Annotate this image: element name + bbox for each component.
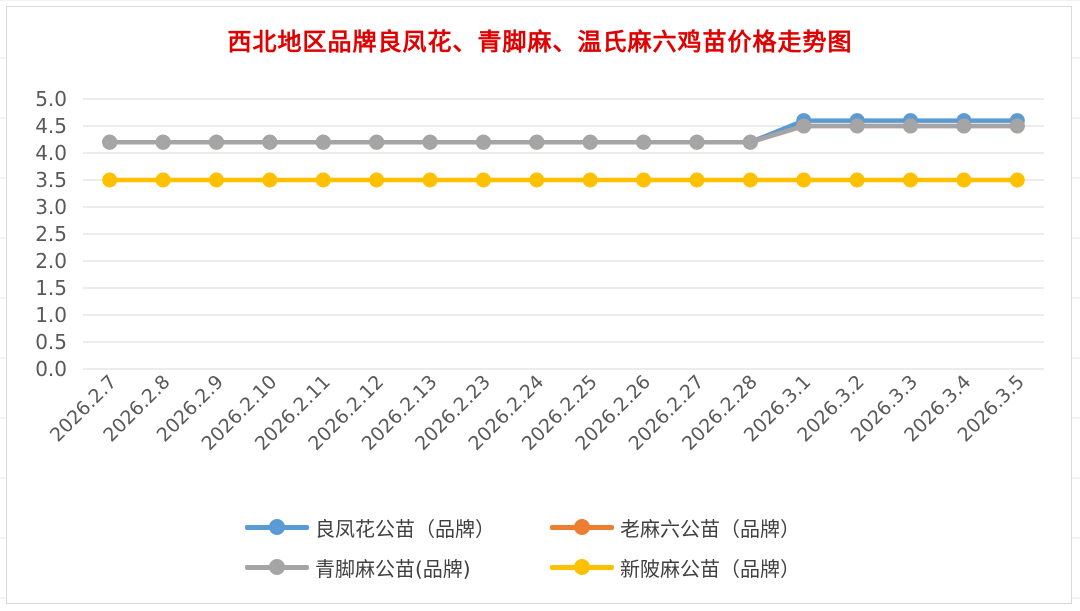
y-tick-label: 0.0 bbox=[35, 357, 67, 381]
series-line bbox=[107, 123, 1020, 145]
y-tick-label: 3.5 bbox=[35, 168, 67, 192]
y-tick-label: 4.0 bbox=[35, 141, 67, 165]
data-point bbox=[102, 172, 118, 188]
data-point bbox=[529, 172, 545, 188]
data-point bbox=[475, 134, 491, 150]
y-tick-label: 2.0 bbox=[35, 249, 67, 273]
data-point bbox=[742, 172, 758, 188]
y-tick-label: 4.5 bbox=[35, 114, 67, 138]
data-point bbox=[155, 134, 171, 150]
data-point bbox=[102, 134, 118, 150]
data-point bbox=[262, 134, 278, 150]
y-tick-label: 5.0 bbox=[35, 87, 67, 111]
data-point bbox=[369, 172, 385, 188]
data-point bbox=[636, 172, 652, 188]
data-point bbox=[422, 172, 438, 188]
series-line bbox=[107, 123, 1020, 145]
data-point bbox=[315, 172, 331, 188]
series-1 bbox=[102, 118, 1025, 150]
data-point bbox=[956, 172, 972, 188]
data-point bbox=[689, 134, 705, 150]
data-point bbox=[422, 134, 438, 150]
data-point bbox=[208, 134, 224, 150]
y-tick-label: 0.5 bbox=[35, 330, 67, 354]
chart-title: 西北地区品牌良凤花、青脚麻、温氏麻六鸡苗价格走势图 bbox=[227, 27, 853, 56]
data-point bbox=[1009, 118, 1025, 134]
data-point bbox=[262, 172, 278, 188]
data-point bbox=[849, 118, 865, 134]
y-tick-label: 1.0 bbox=[35, 303, 67, 327]
series-2 bbox=[102, 118, 1025, 150]
data-point bbox=[903, 118, 919, 134]
data-point bbox=[796, 118, 812, 134]
data-point bbox=[529, 134, 545, 150]
y-tick-label: 2.5 bbox=[35, 222, 67, 246]
data-point bbox=[475, 172, 491, 188]
data-point bbox=[315, 134, 331, 150]
y-tick-label: 3.0 bbox=[35, 195, 67, 219]
data-point bbox=[582, 172, 598, 188]
data-point bbox=[1009, 172, 1025, 188]
series-3 bbox=[102, 172, 1025, 188]
data-point bbox=[636, 134, 652, 150]
data-point bbox=[208, 172, 224, 188]
data-point bbox=[689, 172, 705, 188]
data-point bbox=[956, 118, 972, 134]
data-point bbox=[742, 134, 758, 150]
data-point bbox=[582, 134, 598, 150]
chart-area[interactable] bbox=[6, 6, 1072, 604]
data-point bbox=[903, 172, 919, 188]
data-point bbox=[369, 134, 385, 150]
y-tick-label: 1.5 bbox=[35, 276, 67, 300]
data-point bbox=[155, 172, 171, 188]
data-point bbox=[849, 172, 865, 188]
data-point bbox=[796, 172, 812, 188]
